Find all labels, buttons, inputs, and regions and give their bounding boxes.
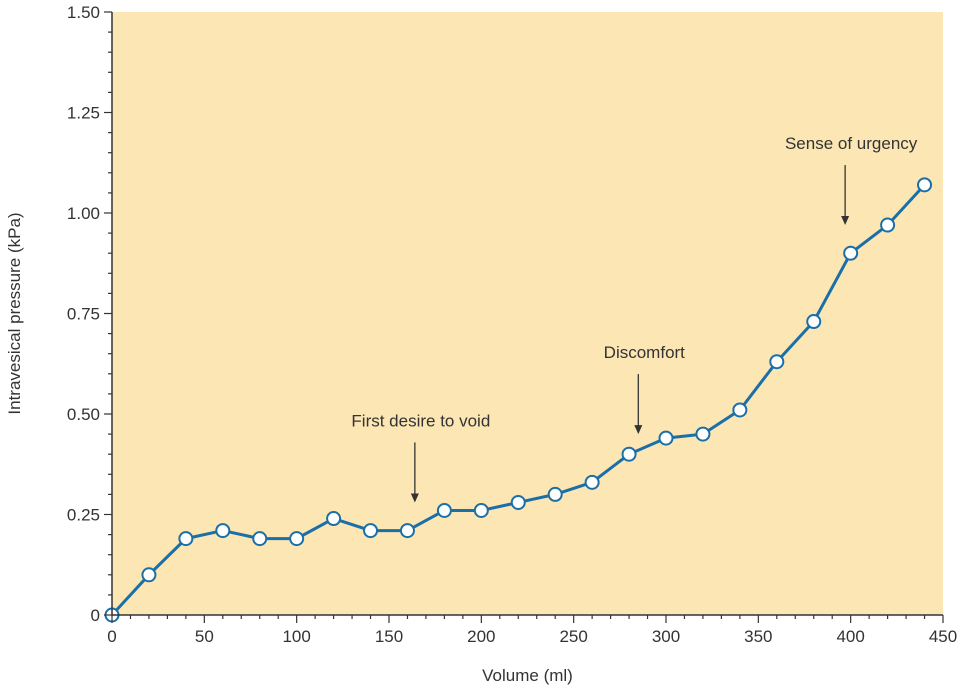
x-tick-label: 450: [929, 627, 957, 646]
data-point: [510, 494, 526, 510]
x-tick-label: 150: [375, 627, 403, 646]
axes: 0 50 100 150 200 250 300 350 400 450 0 0.25 0.50 0.75…: [67, 3, 957, 646]
data-point: [252, 531, 268, 547]
x-tick-label: 300: [652, 627, 680, 646]
data-point: [880, 217, 896, 233]
x-tick-label: 50: [195, 627, 214, 646]
annotations: First desire to void Discomfort Sense of u…: [351, 134, 918, 503]
data-point: [215, 523, 231, 539]
data-point: [326, 511, 342, 527]
y-tick-label: 0.25: [67, 506, 100, 525]
data-point: [289, 531, 305, 547]
annotation-arrowhead: [410, 493, 419, 503]
x-tick-label: 350: [744, 627, 772, 646]
y-tick-label: 1.50: [67, 3, 100, 22]
data-point: [658, 430, 674, 446]
x-tick-label: 400: [836, 627, 864, 646]
x-tick-label: 250: [559, 627, 587, 646]
y-tick-label: 1.25: [67, 104, 100, 123]
annotation-arrowhead: [634, 425, 643, 435]
x-axis-title: Volume (ml): [482, 666, 573, 685]
data-point: [621, 446, 637, 462]
y-tick-label: 1.00: [67, 204, 100, 223]
y-tick-label: 0.75: [67, 305, 100, 324]
data-point: [473, 502, 489, 518]
data-point: [806, 314, 822, 330]
data-point: [547, 486, 563, 502]
data-point: [769, 354, 785, 370]
x-tick-label: 0: [107, 627, 116, 646]
annotation-arrowhead: [841, 216, 850, 226]
data-point: [843, 245, 859, 261]
x-tick-label: 200: [467, 627, 495, 646]
data-point: [917, 177, 933, 193]
x-tick-label: 100: [282, 627, 310, 646]
annotation-label: Discomfort: [604, 343, 686, 362]
data-point: [141, 567, 157, 583]
data-point: [436, 502, 452, 518]
data-point: [178, 531, 194, 547]
data-point: [732, 402, 748, 418]
data-point: [695, 426, 711, 442]
plot-background: [112, 12, 943, 615]
annotation-label: First desire to void: [351, 411, 490, 430]
y-axis-title: Intravesical pressure (kPa): [5, 212, 24, 414]
data-point: [399, 523, 415, 539]
annotation-label: Sense of urgency: [785, 134, 918, 153]
y-tick-label: 0.50: [67, 405, 100, 424]
data-point: [584, 474, 600, 490]
data-series: [104, 177, 933, 623]
data-point: [363, 523, 379, 539]
y-tick-label: 0: [91, 606, 100, 625]
